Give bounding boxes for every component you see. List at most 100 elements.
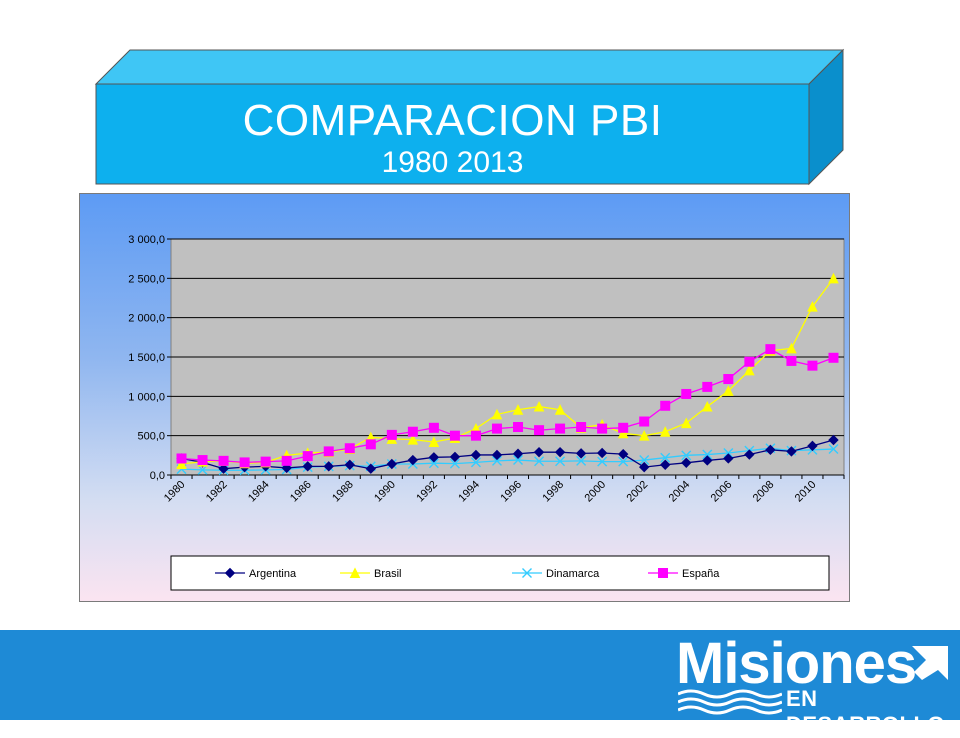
title-banner-face [96,84,809,184]
data-point-argentina [723,453,734,464]
y-tick-label: 1 500,0 [128,352,165,364]
data-point-dinamarca [491,455,502,466]
data-point-brasil [554,404,566,415]
data-point-brasil [428,436,440,447]
y-tick-label: 2 500,0 [128,273,165,285]
x-tick-label: 1988 [330,479,356,505]
data-point-espana [618,422,629,433]
data-point-dinamarca [723,447,734,458]
data-point-dinamarca [470,457,481,468]
waves-icon [678,689,782,715]
data-point-espana [534,425,545,436]
data-point-brasil [744,364,755,376]
data-point-dinamarca [660,452,671,463]
data-point-argentina [554,446,566,458]
arrow-icon [912,646,948,680]
data-point-espana [428,422,439,433]
logo-subtitle: EN DESARROLLO [786,686,945,737]
data-point-argentina [428,452,440,463]
x-tick-label: 1982 [204,479,230,505]
data-point-dinamarca [639,455,650,466]
data-point-argentina [828,434,839,446]
logo-word: Misiones [676,631,917,696]
data-point-espana [639,416,650,427]
x-tick-label: 2006 [709,479,735,505]
data-point-argentina [512,448,524,459]
data-point-argentina [786,446,797,457]
data-point-brasil [807,301,818,312]
title-banner-side [809,50,843,184]
legend-marker-argentina [224,567,236,579]
footer-band [0,630,960,720]
data-point-espana [239,457,250,468]
data-point-argentina [533,446,545,458]
data-point-espana [807,360,818,371]
data-point-brasil [491,408,503,420]
data-point-espana [407,426,418,437]
data-point-espana [302,451,313,462]
data-point-argentina [575,448,587,459]
data-point-argentina [344,459,355,470]
legend-box [170,555,830,591]
y-tick-label: 1 000,0 [128,391,165,403]
data-point-argentina [386,458,398,470]
data-point-brasil [617,427,629,439]
data-point-dinamarca [428,458,439,469]
data-point-espana [660,400,671,411]
y-tick-label: 3 000,0 [128,234,165,246]
data-point-espana [828,352,839,363]
data-point-argentina [323,461,334,472]
legend-marker-espana [658,568,668,578]
legend-label-dinamarca: Dinamarca [546,568,600,580]
legend-marker-dinamarca [522,568,532,578]
legend-label-espana: España [682,568,720,580]
data-point-argentina [638,461,650,473]
data-point-argentina [218,463,229,474]
data-point-espana [744,356,755,367]
data-point-brasil [659,426,671,437]
x-tick-label: 2010 [793,479,819,505]
data-point-espana [681,388,692,399]
data-point-brasil [701,400,713,412]
data-point-argentina [807,440,818,452]
page-title: COMPARACION PBI [242,96,663,145]
data-point-espana [702,381,713,392]
chart-panel: 0,0 500,0 1 000,0 1 500,0 2 000,0 2 500,0 3 00… [79,193,850,602]
x-tick-label: 2008 [751,479,777,505]
data-point-espana [723,374,734,385]
data-point-dinamarca [618,456,629,467]
x-tick-label: 1980 [162,479,188,505]
title-banner-top [96,50,843,84]
data-point-dinamarca [828,444,839,455]
data-point-argentina [596,447,608,459]
x-tick-label: 1998 [540,479,566,505]
data-point-argentina [660,459,671,470]
data-point-brasil [407,433,419,445]
y-tick-label: 500,0 [137,431,165,443]
data-point-brasil [176,458,187,469]
data-point-dinamarca [597,456,608,467]
data-point-brasil [828,272,839,284]
data-point-espana [513,422,524,433]
y-tick-label: 0,0 [150,470,165,482]
data-point-argentina [302,461,313,472]
x-tick-label: 2004 [667,479,693,505]
data-point-espana [260,456,271,467]
misiones-logo: Misiones EN DESARROLLO [676,631,956,737]
line-chart: 0,0 500,0 1 000,0 1 500,0 2 000,0 2 500,0 3 00… [128,234,845,591]
data-point-espana [344,443,355,454]
data-point-espana [786,355,797,366]
x-tick-label: 1984 [246,479,272,505]
y-tick-label: 2 000,0 [128,313,165,325]
data-point-espana [555,423,566,434]
data-point-dinamarca [702,449,713,460]
x-tick-label: 1992 [414,479,440,505]
data-point-espana [323,446,334,457]
data-point-espana [218,455,229,466]
data-point-argentina [491,449,503,461]
data-point-brasil [723,385,734,396]
data-point-espana [197,455,208,466]
data-point-dinamarca [555,456,566,467]
legend-label-argentina: Argentina [249,568,297,580]
data-point-dinamarca [197,464,208,475]
